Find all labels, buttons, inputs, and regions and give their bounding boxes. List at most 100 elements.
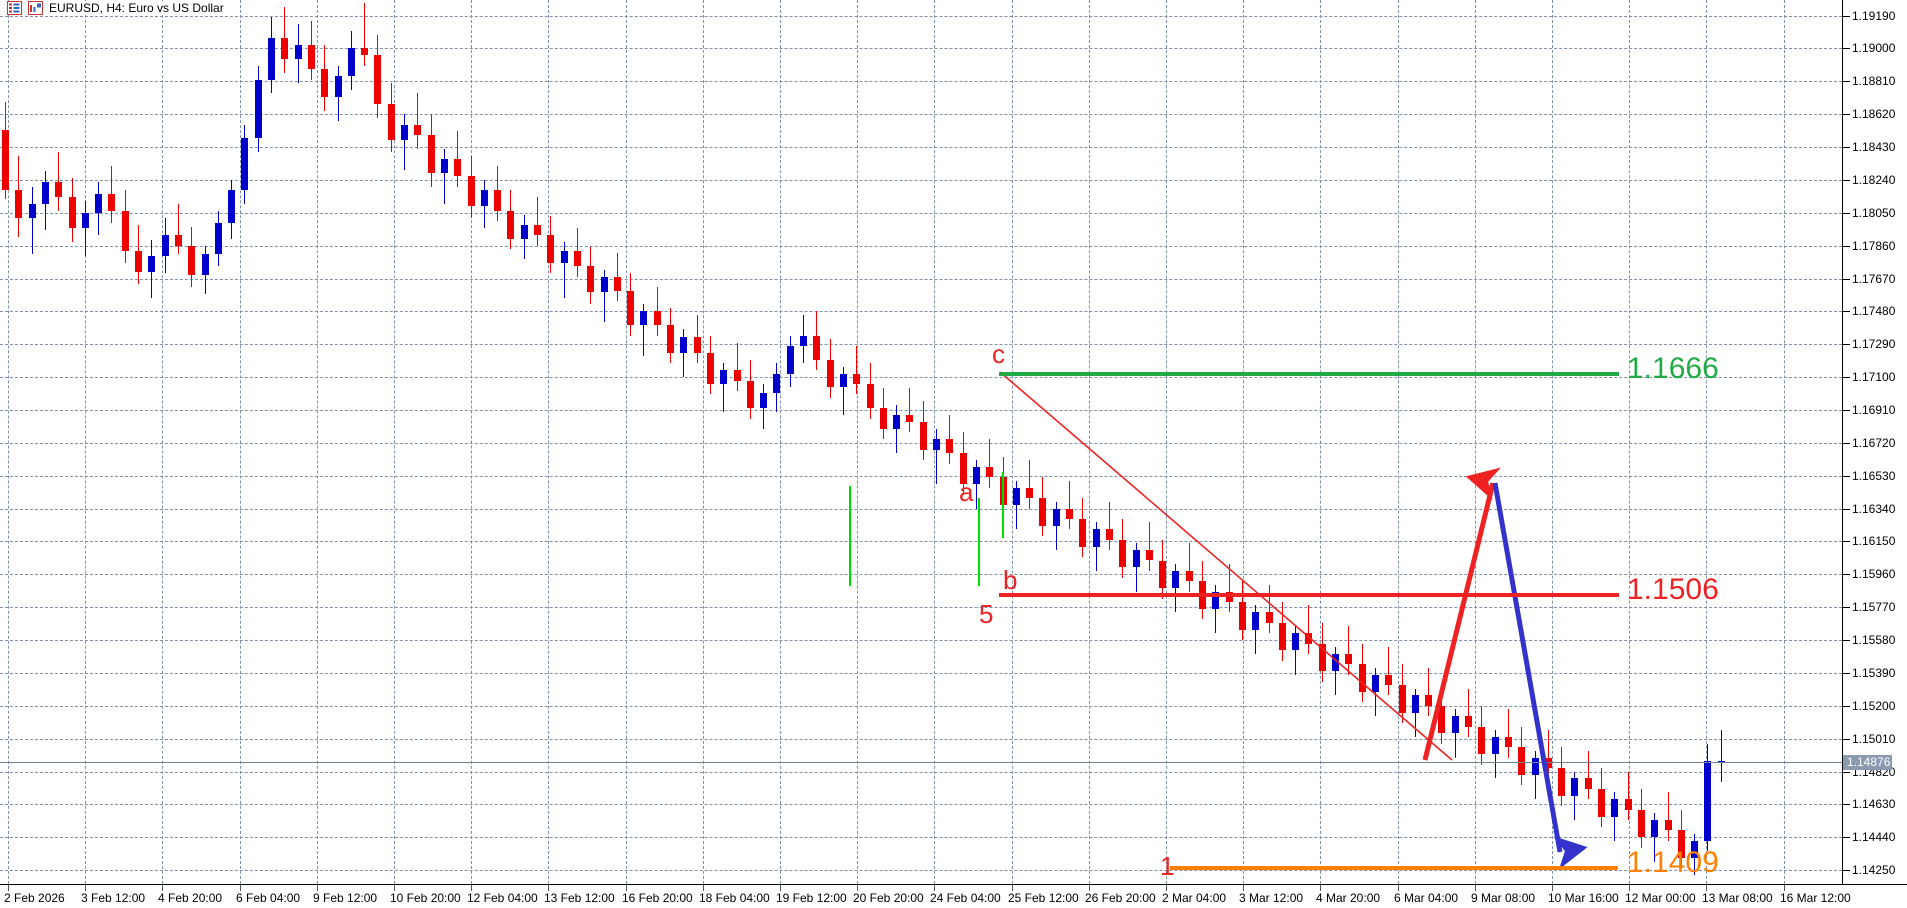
candle-wick [32, 186, 33, 255]
candle-body [308, 44, 315, 70]
time-tick [1629, 885, 1630, 891]
gridline-horizontal [0, 311, 1842, 312]
time-tick [85, 885, 86, 891]
gridline-vertical [8, 0, 9, 884]
price-tick [1843, 640, 1850, 641]
candle-body [1638, 809, 1645, 838]
price-tick-label: 1.15580 [1852, 633, 1896, 647]
candle-body [654, 311, 661, 326]
candle-body [1678, 830, 1685, 859]
candle-body [1093, 529, 1100, 547]
gridline-horizontal [0, 837, 1842, 838]
candle-body [481, 190, 488, 206]
time-axis[interactable]: 2 Feb 2026 3 Feb 12:00 4 Feb 20:00 6 Feb 04… [0, 884, 1907, 908]
time-tick-label: 6 Feb 04:00 [236, 891, 301, 905]
current-price-level-line [0, 762, 1842, 763]
resistance-line-red[interactable] [999, 593, 1619, 597]
price-axis[interactable]: 1.19190 1.19000 1.18810 1.18620 1.18430 1.182… [1842, 0, 1907, 884]
candle-wick [417, 93, 418, 149]
gridline-horizontal [0, 114, 1842, 115]
candle-wick [1628, 771, 1629, 820]
vertical-level-marker [978, 498, 980, 586]
time-tick [626, 885, 627, 891]
candle-body [667, 325, 674, 353]
resistance-line-green[interactable] [999, 372, 1619, 376]
candle-body [1239, 602, 1246, 630]
chart-plot-area[interactable] [0, 0, 1842, 884]
price-tick-label: 1.16910 [1852, 403, 1896, 417]
candle-body [1026, 487, 1033, 499]
candle-body [1252, 612, 1259, 630]
candle-body [162, 235, 169, 257]
candle-body [1532, 757, 1539, 775]
gridline-horizontal [0, 804, 1842, 805]
price-tick-label: 1.18810 [1852, 74, 1896, 88]
price-tick-label: 1.15770 [1852, 600, 1896, 614]
candle-body [840, 373, 847, 388]
gridline-vertical [1012, 0, 1013, 884]
time-tick [8, 885, 9, 891]
candle-body [468, 176, 475, 206]
candle-body [601, 276, 608, 293]
candle-body [281, 38, 288, 59]
time-tick [703, 885, 704, 891]
gridline-vertical [1706, 0, 1707, 884]
candle-body [428, 134, 435, 173]
candle-wick [1588, 750, 1589, 800]
gridline-horizontal [0, 673, 1842, 674]
price-tick-label: 1.18240 [1852, 173, 1896, 187]
time-tick-label: 6 Mar 04:00 [1394, 891, 1459, 905]
candle-body [15, 190, 22, 218]
candle-body [268, 38, 275, 80]
candle-body [1598, 788, 1605, 817]
price-tick [1843, 279, 1850, 280]
candle-wick [1721, 730, 1722, 782]
resistance-green-label: 1.1666 [1627, 352, 1719, 385]
gridline-vertical [394, 0, 395, 884]
price-tick [1843, 804, 1850, 805]
list-icon[interactable] [7, 1, 22, 15]
candle-body [494, 190, 501, 212]
candle-body [720, 370, 727, 385]
candle-body [69, 197, 76, 229]
resistance-red-label: 1.1506 [1627, 573, 1719, 606]
price-tick [1843, 81, 1850, 82]
candle-body [867, 384, 874, 409]
candle-body [55, 181, 62, 198]
gridline-horizontal [0, 246, 1842, 247]
candle-body [521, 224, 528, 239]
time-tick [780, 885, 781, 891]
price-tick-label: 1.17290 [1852, 337, 1896, 351]
candle-body [335, 76, 342, 97]
time-tick [1089, 885, 1090, 891]
candle-body [1039, 498, 1046, 526]
price-tick [1843, 541, 1850, 542]
time-tick-label: 25 Feb 12:00 [1008, 891, 1079, 905]
price-tick-label: 1.17670 [1852, 272, 1896, 286]
candle-wick [1348, 626, 1349, 675]
price-tick-label: 1.14630 [1852, 797, 1896, 811]
candle-body [82, 212, 89, 229]
candle-body [1691, 840, 1698, 859]
candle-body [148, 256, 155, 272]
candle-body [694, 337, 701, 353]
candle-body [1651, 819, 1658, 838]
time-tick [162, 885, 163, 891]
candle-wick [856, 345, 857, 395]
gridline-horizontal [0, 706, 1842, 707]
candle-body [441, 159, 448, 173]
chart-properties-icon[interactable] [28, 1, 43, 15]
time-tick [1475, 885, 1476, 891]
candle-body [1079, 518, 1086, 547]
candle-wick [178, 204, 179, 255]
price-tick-label: 1.14250 [1852, 863, 1896, 877]
time-tick-label: 4 Mar 20:00 [1316, 891, 1381, 905]
time-tick [548, 885, 549, 891]
support-line-orange[interactable] [1170, 866, 1618, 870]
candle-wick [976, 460, 977, 509]
candle-wick [896, 404, 897, 454]
gridline-horizontal [0, 574, 1842, 575]
candle-body [1332, 653, 1339, 672]
gridline-horizontal [0, 344, 1842, 345]
price-tick [1843, 509, 1850, 510]
